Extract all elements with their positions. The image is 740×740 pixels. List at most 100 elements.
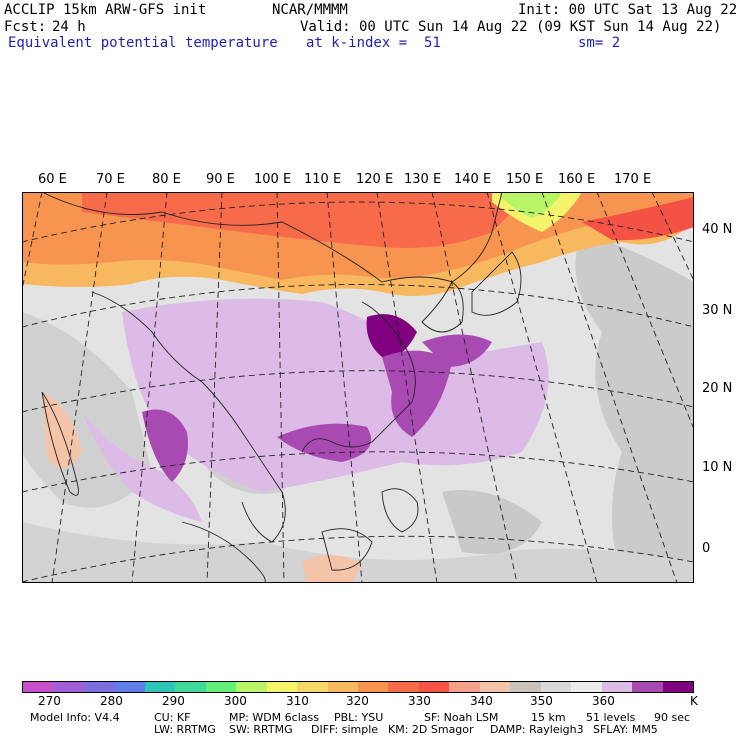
graticule-lon [276,192,285,583]
coastline [381,488,419,533]
colorbar-swatch [662,682,693,692]
org-label: NCAR/MMMM [272,2,348,18]
model-info-damp: DAMP: Rayleigh3 [490,723,584,736]
lat-label: 20 N [702,381,733,396]
colorbar-swatch [144,682,176,692]
coastline [471,251,522,316]
graticule-lat-40 [22,201,694,243]
graticule-lon [326,192,363,583]
lon-label: 80 E [152,172,181,187]
fcst-label: Fcst: [4,19,47,35]
colorbar-swatch [266,682,298,692]
colorbar-swatch [540,682,572,692]
model-info-dt: 90 sec [654,711,691,724]
colorbar-swatch [175,682,206,692]
colorbar-tick: 330 [408,694,431,708]
lon-label: 100 E [254,172,292,187]
colorbar-unit: K [690,694,698,708]
lat-label: 10 N [702,460,733,475]
graticule-lon [51,192,108,583]
graticule-lat-20 [22,370,694,413]
coastline [301,301,416,453]
colorbar-tick: 290 [162,694,185,708]
colorbar-swatch [571,682,602,692]
fcst-value: 24 h [52,19,86,35]
colorbar-swatch [83,682,115,692]
smooth-label: sm= 2 [578,35,621,51]
model-info-sf: SF: Noah LSM [424,711,499,724]
field-lilac-patch [82,412,202,522]
model-title: ACCLIP 15km ARW-GFS init [4,2,207,18]
field-grey-patch [442,490,542,554]
model-info-sflay: SFLAY: MM5 [593,723,658,736]
field-warm-band [582,197,694,241]
colorbar-swatch [23,682,54,692]
field-grey-patch [22,522,694,583]
colorbar-swatch [53,682,84,692]
field-warm-band [82,192,522,248]
colorbar-tick: 280 [100,694,123,708]
map-frame [22,192,694,583]
lat-label: 40 N [702,222,733,237]
field-grey-patch [575,232,694,583]
valid-time: Valid: 00 UTC Sun 14 Aug 22 (09 KST Sun … [300,19,722,35]
color-bar [22,681,694,693]
model-info-diff: DIFF: simple [311,723,379,736]
lon-label: 130 E [404,172,442,187]
field-purple-patch [422,334,492,367]
lon-label: 70 E [96,172,125,187]
colorbar-swatch [236,682,267,692]
coastline [181,521,266,583]
colorbar-swatch [388,682,419,692]
graticule-lon [131,192,168,583]
model-info-levels: 51 levels [586,711,636,724]
field-green-patch [500,192,562,218]
lon-label: 120 E [356,172,394,187]
model-info-km: KM: 2D Smagor [388,723,474,736]
field-purple-patch [277,423,372,462]
init-time: Init: 00 UTC Sat 13 Aug 22 [518,2,738,18]
field-purple-patch [366,314,417,358]
colorbar-swatch [357,682,389,692]
colorbar-swatch [205,682,237,692]
lon-label: 60 E [38,172,67,187]
colorbar-swatch [327,682,358,692]
coastline [41,192,503,283]
coastline [321,528,373,571]
colorbar-swatch [632,682,663,692]
lon-label: 170 E [614,172,652,187]
graticule-lat-10 [22,451,694,493]
model-info-res: 15 km [531,711,566,724]
lat-label: 0 [702,541,711,556]
colorbar-tick: 310 [286,694,309,708]
colorbar-swatch [479,682,511,692]
field-tan-patch [42,392,82,469]
colorbar-tick: 350 [530,694,553,708]
graticule-lat-0 [22,535,694,583]
colorbar-swatch [114,682,145,692]
model-info-version: Model Info: V4.4 [30,711,120,724]
field-name: Equivalent potential temperature [8,35,278,51]
model-info-cu: CU: KF [154,711,191,724]
graticule-lon [651,192,694,282]
model-info-sw: SW: RRTMG [229,723,293,736]
field-purple-patch [142,409,188,482]
model-info-mp: MP: WDM 6class [229,711,319,724]
lon-label: 160 E [558,172,596,187]
colorbar-tick: 340 [470,694,493,708]
colorbar-tick: 300 [224,694,247,708]
colorbar-tick: 270 [38,694,61,708]
model-info-lw: LW: RRTMG [154,723,216,736]
field-lilac-patch [122,298,549,492]
lon-label: 140 E [454,172,492,187]
lon-label: 90 E [206,172,235,187]
colorbar-swatch [510,682,541,692]
graticule-lon [206,192,223,583]
level-label: at k-index = 51 [306,35,441,51]
graticule-lon [431,192,518,583]
graticule-lon [376,192,438,583]
colorbar-tick: 360 [592,694,615,708]
model-info-pbl: PBL: YSU [334,711,384,724]
graticule-lon [541,192,678,583]
lat-label: 30 N [702,303,733,318]
